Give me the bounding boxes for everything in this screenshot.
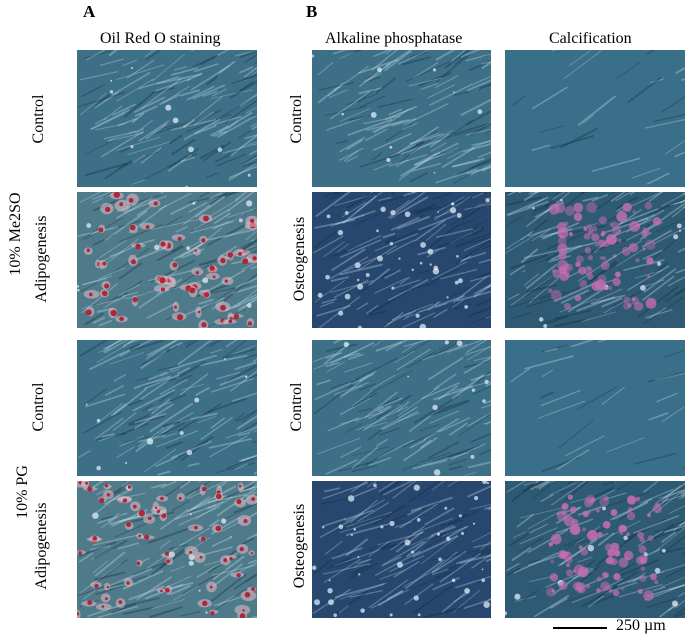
micrograph-alp-pg-osteogenesis	[312, 481, 491, 618]
micrograph-alp-me2so-osteogenesis	[312, 192, 491, 328]
micrograph-alp-me2so-control	[312, 50, 491, 187]
micrograph-alp-pg-control	[312, 340, 491, 476]
micrograph-calc-me2so-osteogenesis	[505, 192, 685, 328]
row-label-osteogenesis: Osteogenesis	[291, 216, 308, 302]
row-label-osteogenesis: Osteogenesis	[291, 503, 308, 589]
micrograph-calc-me2so-control	[505, 50, 685, 187]
row-label-control: Control	[30, 382, 47, 432]
row-label-adipogenesis: Adipogenesis	[33, 215, 50, 303]
group-label-me2so: 10% Me2SO	[7, 192, 24, 276]
header-oil-red-o: Oil Red O staining	[100, 30, 221, 47]
header-alkaline-phosphatase: Alkaline phosphatase	[325, 30, 463, 47]
row-label-control: Control	[288, 94, 305, 144]
scale-bar	[553, 627, 607, 629]
panel-letter-a: A	[83, 2, 96, 21]
micrograph-calc-pg-control	[505, 340, 685, 476]
panel-letter-b: B	[306, 2, 318, 21]
header-calcification: Calcification	[549, 30, 632, 47]
row-label-control: Control	[288, 382, 305, 432]
micrograph-oil-pg-control	[77, 340, 257, 476]
micrograph-oil-pg-adipogenesis	[77, 481, 257, 618]
micrograph-oil-me2so-adipogenesis	[77, 192, 257, 328]
micrograph-calc-pg-osteogenesis	[505, 481, 685, 618]
group-label-pg: 10% PG	[14, 465, 31, 519]
scale-bar-label: 250 µm	[616, 617, 666, 634]
row-label-control: Control	[30, 94, 47, 144]
row-label-adipogenesis: Adipogenesis	[33, 502, 50, 590]
micrograph-oil-me2so-control	[77, 50, 257, 187]
